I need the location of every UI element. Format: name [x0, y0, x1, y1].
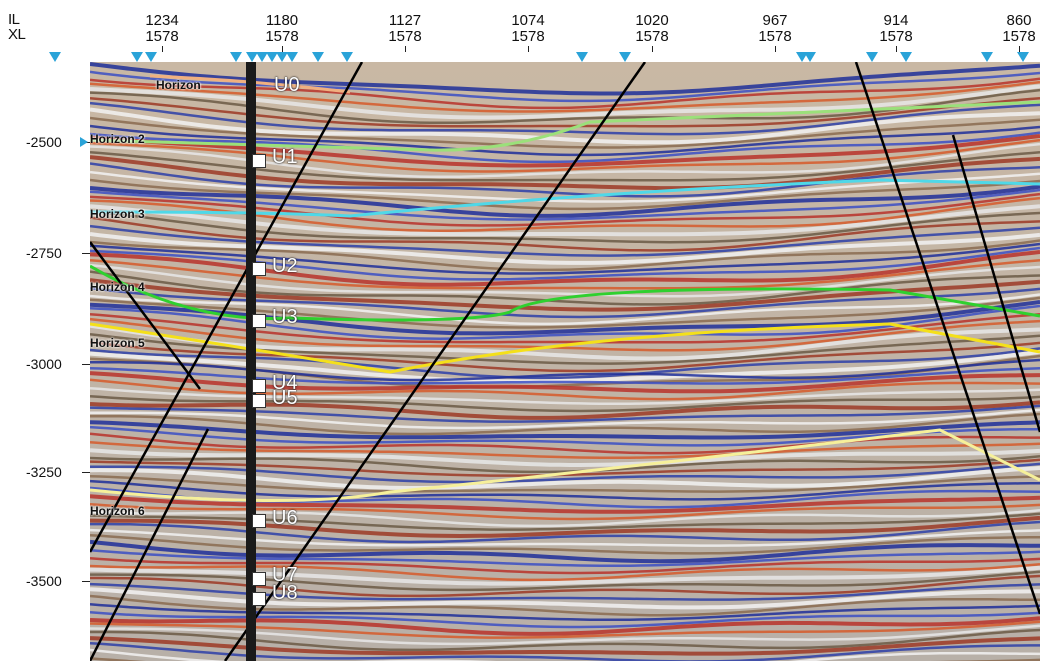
- il-tick-label: 1127: [388, 12, 422, 29]
- well-marker-icon[interactable]: [286, 52, 298, 62]
- well-marker-icon[interactable]: [276, 52, 288, 62]
- axis-tick: [528, 46, 529, 52]
- well-top-marker[interactable]: [252, 154, 266, 168]
- well-marker-icon[interactable]: [796, 52, 808, 62]
- horizon-label: Horizon 2: [90, 132, 145, 146]
- axis-tick: [405, 46, 406, 52]
- depth-tick-label: -3250: [26, 464, 62, 480]
- well-top-marker[interactable]: [252, 592, 266, 606]
- il-tick-label: 1234: [145, 12, 179, 29]
- horizon-pointer-icon: [80, 137, 88, 147]
- horizon-label: Horizon 3: [90, 207, 145, 221]
- well-top-marker[interactable]: [252, 514, 266, 528]
- well-marker-icon[interactable]: [49, 52, 61, 62]
- depth-tick-label: -3500: [26, 573, 62, 589]
- axis-tick: [652, 46, 653, 52]
- axis-tick: [82, 253, 90, 254]
- well-marker-icon[interactable]: [341, 52, 353, 62]
- well-top-label: U6: [272, 507, 298, 529]
- well-marker-icon[interactable]: [619, 52, 631, 62]
- well-top-label: U7: [272, 564, 298, 586]
- il-tick-label: 1074: [511, 12, 545, 29]
- horizon-label: Horizon 5: [90, 336, 145, 350]
- axis-tick: [82, 472, 90, 473]
- well-marker-icon[interactable]: [866, 52, 878, 62]
- fault-line: [90, 241, 202, 390]
- il-tick-label: 1020: [635, 12, 669, 29]
- well-top-marker[interactable]: [252, 379, 266, 393]
- il-axis-label: IL: [8, 11, 20, 28]
- well-top-marker[interactable]: [252, 394, 266, 408]
- axis-tick: [162, 46, 163, 52]
- well-bore: [246, 62, 256, 661]
- well-marker-icon[interactable]: [804, 52, 816, 62]
- seismic-reflector: [90, 648, 1040, 661]
- horizon-line: [90, 100, 1040, 152]
- seismic-panel[interactable]: Horizon Horizon 2 Horizon 3 Horizon 4 Ho…: [90, 62, 1040, 661]
- il-tick-label: 914: [883, 12, 909, 29]
- well-marker-icon[interactable]: [576, 52, 588, 62]
- axis-tick: [1019, 46, 1020, 52]
- well-marker-icon[interactable]: [246, 52, 258, 62]
- horizon-label: Horizon: [156, 78, 201, 92]
- horizon-label: Horizon 6: [90, 504, 145, 518]
- well-top-label: U8: [272, 582, 298, 604]
- depth-tick-label: -2750: [26, 245, 62, 261]
- well-top-label: U2: [272, 255, 298, 277]
- well-top-label: U4: [272, 372, 298, 394]
- xl-axis-label: XL: [8, 26, 26, 43]
- fault-line: [951, 134, 1040, 433]
- xl-tick-label: 1578: [635, 28, 669, 45]
- xl-tick-label: 1578: [388, 28, 422, 45]
- fault-line: [223, 62, 647, 661]
- well-top-label: U0: [274, 74, 300, 96]
- axis-tick: [82, 364, 90, 365]
- well-top-marker[interactable]: [252, 314, 266, 328]
- depth-tick-label: -2500: [26, 134, 62, 150]
- well-marker-icon[interactable]: [131, 52, 143, 62]
- well-marker-icon[interactable]: [266, 52, 278, 62]
- fault-line: [90, 428, 210, 661]
- il-tick-label: 1180: [265, 12, 299, 29]
- well-top-marker[interactable]: [252, 572, 266, 586]
- well-marker-icon[interactable]: [145, 52, 157, 62]
- xl-tick-label: 1578: [265, 28, 299, 45]
- horizon-line: [90, 428, 1040, 502]
- xl-tick-label: 1578: [1002, 28, 1036, 45]
- il-tick-label: 967: [762, 12, 788, 29]
- xl-tick-label: 1578: [879, 28, 913, 45]
- well-marker-icon[interactable]: [981, 52, 993, 62]
- axis-tick: [282, 46, 283, 52]
- well-marker-icon[interactable]: [256, 52, 268, 62]
- seismic-image: [90, 62, 1040, 661]
- axis-tick: [896, 46, 897, 52]
- axis-tick: [775, 46, 776, 52]
- horizon-label: Horizon 4: [90, 280, 145, 294]
- fault-line: [90, 62, 364, 553]
- il-tick-label: 860: [1006, 12, 1032, 29]
- horizon-line: [90, 322, 1040, 374]
- xl-tick-label: 1578: [145, 28, 179, 45]
- xl-tick-label: 1578: [511, 28, 545, 45]
- axis-tick: [82, 581, 90, 582]
- well-marker-icon[interactable]: [230, 52, 242, 62]
- well-marker-icon[interactable]: [312, 52, 324, 62]
- horizon-line: [90, 178, 1040, 218]
- well-marker-icon[interactable]: [1017, 52, 1029, 62]
- well-top-label: U5: [272, 387, 298, 409]
- well-top-marker[interactable]: [252, 262, 266, 276]
- well-top-label: U3: [272, 306, 298, 328]
- fault-line: [854, 62, 1040, 615]
- depth-tick-label: -3000: [26, 356, 62, 372]
- well-top-label: U1: [272, 146, 298, 168]
- well-marker-icon[interactable]: [900, 52, 912, 62]
- horizon-line: [90, 264, 1040, 322]
- xl-tick-label: 1578: [758, 28, 792, 45]
